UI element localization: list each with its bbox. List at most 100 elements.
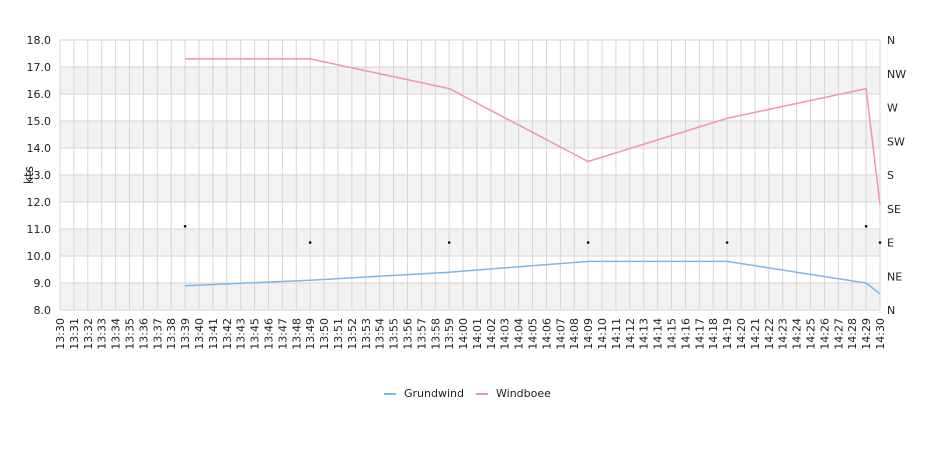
x-tick-label: 13:31 <box>68 318 81 350</box>
x-tick-label: 14:26 <box>818 318 831 350</box>
x-tick-label: 13:30 <box>54 318 67 350</box>
x-tick-label: 14:28 <box>846 318 859 350</box>
y2-tick-label: W <box>887 102 898 115</box>
x-tick-label: 14:03 <box>499 318 512 350</box>
x-tick-label: 14:29 <box>860 318 873 350</box>
x-tick-label: 14:10 <box>596 318 609 350</box>
x-tick-label: 13:42 <box>221 318 234 350</box>
series-layer <box>183 58 882 295</box>
x-tick-label: 14:24 <box>791 318 804 350</box>
x-tick-label: 13:46 <box>262 318 275 350</box>
x-tick-label: 13:40 <box>193 318 206 350</box>
x-tick-label: 13:56 <box>401 318 414 350</box>
y2-tick-label: S <box>887 169 894 182</box>
x-tick-label: 13:38 <box>165 318 178 350</box>
legend: Grundwind Windboee <box>384 387 551 400</box>
x-tick-label: 13:34 <box>110 318 123 350</box>
x-tick-label: 13:47 <box>276 318 289 350</box>
x-tick-label: 14:09 <box>582 318 595 350</box>
plot-band <box>60 67 880 94</box>
direction-marker <box>183 225 187 228</box>
x-tick-label: 13:53 <box>360 318 373 350</box>
x-tick-label: 13:33 <box>96 318 109 350</box>
x-tick-label: 14:14 <box>652 318 665 350</box>
legend-label-windboee: Windboee <box>496 387 551 400</box>
x-tick-label: 14:04 <box>513 318 526 350</box>
x-tick-label: 13:51 <box>332 318 345 350</box>
x-tick-label: 14:21 <box>749 318 762 350</box>
x-tick-label: 13:32 <box>82 318 95 350</box>
direction-marker <box>878 241 882 244</box>
y2-tick-label: NW <box>887 68 906 81</box>
x-tick-label: 14:11 <box>610 318 623 350</box>
direction-marker <box>447 241 451 244</box>
x-tick-label: 14:15 <box>666 318 679 350</box>
plot-band <box>60 94 880 121</box>
plot-bands <box>60 40 880 310</box>
plot-band <box>60 175 880 202</box>
y-axis-title: kts <box>22 166 36 184</box>
y-axis-right: N NE E SE S SW W NW N <box>887 34 906 317</box>
x-tick-label: 14:07 <box>554 318 567 350</box>
plot-band <box>60 40 880 67</box>
plot-band <box>60 202 880 229</box>
y-tick-label: 14.0 <box>27 142 52 155</box>
x-tick-label: 14:20 <box>735 318 748 350</box>
x-tick-label: 14:00 <box>457 318 470 350</box>
x-tick-label: 14:19 <box>721 318 734 350</box>
y2-tick-label: N <box>887 34 895 47</box>
x-tick-label: 14:05 <box>527 318 540 350</box>
x-tick-label: 13:58 <box>429 318 442 350</box>
x-tick-label: 14:17 <box>693 318 706 350</box>
y-tick-label: 11.0 <box>27 223 52 236</box>
x-tick-label: 14:23 <box>777 318 790 350</box>
x-tick-label: 14:02 <box>485 318 498 350</box>
x-tick-label: 13:35 <box>123 318 136 350</box>
plot-band <box>60 148 880 175</box>
x-tick-label: 13:49 <box>304 318 317 350</box>
x-tick-label: 14:01 <box>471 318 484 350</box>
y2-tick-label: SE <box>887 203 901 216</box>
x-tick-label: 14:12 <box>624 318 637 350</box>
x-tick-label: 14:27 <box>832 318 845 350</box>
x-tick-label: 14:25 <box>805 318 818 350</box>
x-tick-label: 13:55 <box>388 318 401 350</box>
x-tick-label: 13:48 <box>290 318 303 350</box>
plot-band <box>60 256 880 283</box>
x-tick-label: 13:43 <box>235 318 248 350</box>
x-tick-label: 14:18 <box>707 318 720 350</box>
x-tick-label: 13:50 <box>318 318 331 350</box>
x-tick-label: 14:30 <box>874 318 887 350</box>
series-line-windboee <box>185 58 881 205</box>
y-tick-label: 16.0 <box>27 88 52 101</box>
x-tick-label: 14:22 <box>763 318 776 350</box>
x-tick-label: 14:13 <box>638 318 651 350</box>
y-tick-label: 13.0 <box>27 169 52 182</box>
x-tick-label: 13:59 <box>443 318 456 350</box>
x-tick-label: 13:41 <box>207 318 220 350</box>
plot-band <box>60 283 880 310</box>
x-tick-label: 13:39 <box>179 318 192 350</box>
horizontal-gridlines <box>60 39 880 311</box>
y-tick-label: 15.0 <box>27 115 52 128</box>
plot-band <box>60 229 880 256</box>
y-tick-label: 10.0 <box>27 250 52 263</box>
y-tick-label: 18.0 <box>27 34 52 47</box>
direction-marker <box>725 241 729 244</box>
x-tick-label: 13:37 <box>151 318 164 350</box>
y2-tick-label: E <box>887 237 894 250</box>
x-axis: 13:30 13:31 13:32 13:33 13:34 13:35 13:36 13:37… <box>54 318 887 350</box>
series-line-grundwind <box>185 260 881 295</box>
x-tick-label: 13:52 <box>346 318 359 350</box>
x-tick-label: 14:06 <box>540 318 553 350</box>
x-tick-label: 13:45 <box>249 318 262 350</box>
y-tick-label: 8.0 <box>34 304 52 317</box>
y-axis-left: 8.0 9.0 10.0 11.0 12.0 13.0 14.0 15.0 16.0 17.0 18… <box>27 34 52 317</box>
x-tick-label: 13:36 <box>137 318 150 350</box>
direction-marker <box>864 225 868 228</box>
x-tick-label: 13:54 <box>374 318 387 350</box>
plot-band <box>60 121 880 148</box>
x-tick-label: 14:08 <box>568 318 581 350</box>
x-tick-label: 13:57 <box>415 318 428 350</box>
